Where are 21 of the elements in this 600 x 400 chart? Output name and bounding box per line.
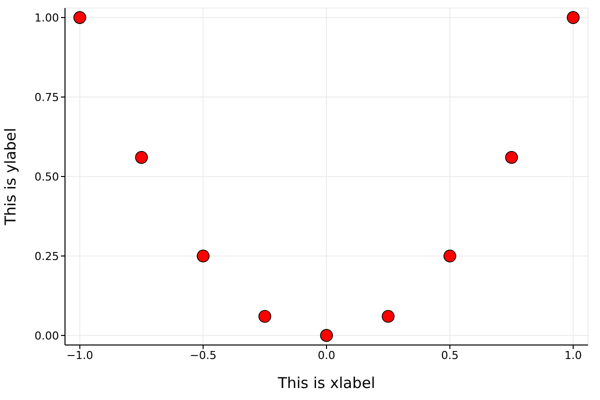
point: [382, 310, 395, 323]
point: [566, 11, 580, 24]
y-tick-label: 0.75: [34, 90, 59, 104]
y-tick-label: 0.50: [34, 170, 59, 184]
x-tick-label: −0.5: [190, 348, 217, 362]
y-axis-title: This is ylabel: [1, 128, 20, 226]
y-tick-label: 1.00: [34, 11, 59, 24]
point: [258, 310, 272, 323]
point: [135, 151, 148, 164]
x-tick-label: 1.0: [564, 348, 582, 362]
x-tick-label: 0.5: [441, 348, 459, 362]
point: [196, 250, 210, 262]
point: [73, 11, 86, 24]
point: [443, 250, 456, 262]
x-tick-label: 0.0: [318, 348, 336, 362]
point: [320, 329, 333, 342]
point: [505, 151, 518, 164]
y-tick-label: 0.00: [34, 329, 59, 342]
x-axis-title: This is xlabel: [276, 374, 376, 392]
x-tick-label: −1.0: [66, 348, 94, 362]
y-tick-label: 0.25: [34, 250, 59, 263]
